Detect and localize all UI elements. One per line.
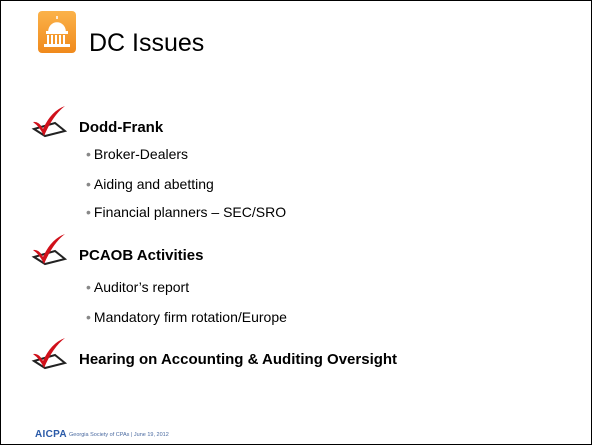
- bullet: •: [86, 279, 91, 295]
- sub-item: • Auditor’s report: [86, 279, 189, 295]
- bullet: •: [86, 146, 91, 162]
- bullet: •: [86, 309, 91, 325]
- sub-item-text: Mandatory firm rotation/Europe: [93, 309, 287, 325]
- item-title: PCAOB Activities: [79, 247, 204, 264]
- sub-item-text: Auditor’s report: [93, 279, 190, 295]
- item-title: Dodd-Frank: [79, 119, 164, 136]
- check-icon: [31, 105, 68, 144]
- sub-item: • Mandatory firm rotation/Europe: [86, 309, 287, 325]
- sub-item-text: Broker-Dealers: [93, 146, 189, 162]
- sub-item-text: Financial planners – SEC/SRO: [93, 204, 287, 220]
- footer-text: Georgia Society of CPAs | June 19, 2012: [69, 432, 169, 438]
- footer-logo: AICPA: [35, 429, 67, 440]
- bullet: •: [86, 176, 91, 192]
- item-title: Hearing on Accounting & Auditing Oversig…: [79, 351, 398, 368]
- bullet: •: [86, 204, 91, 220]
- check-icon: [31, 337, 68, 376]
- sub-item-text: Aiding and abetting: [93, 176, 214, 192]
- title-icon: [38, 11, 76, 53]
- check-icon: [31, 233, 68, 272]
- slide-title: DC Issues: [89, 29, 205, 57]
- sub-item: • Aiding and abetting: [86, 176, 214, 192]
- sub-item: • Financial planners – SEC/SRO: [86, 204, 286, 220]
- sub-item: • Broker-Dealers: [86, 146, 188, 162]
